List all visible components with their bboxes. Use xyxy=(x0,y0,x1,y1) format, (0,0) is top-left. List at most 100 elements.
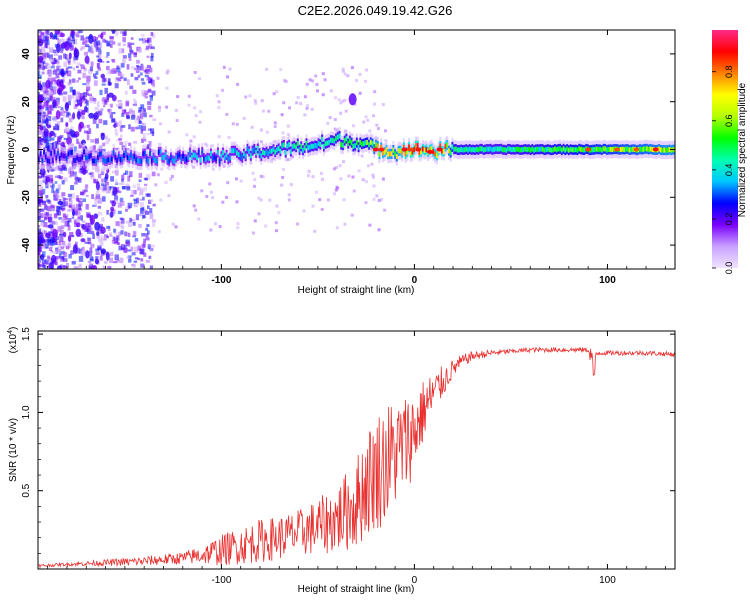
spectrogram-noise-cell xyxy=(121,247,125,250)
spectrogram-noise-cell xyxy=(71,216,75,219)
spectrogram-noise-cell xyxy=(132,218,136,225)
spectrogram-noise-cell xyxy=(74,181,78,185)
spectrogram-noise-cell xyxy=(273,139,277,143)
ridge-core xyxy=(215,156,218,162)
ridge-core xyxy=(461,147,464,153)
ridge-core xyxy=(98,151,101,157)
spectrogram-noise-cell xyxy=(46,52,50,58)
spectrogram-noise-cell xyxy=(44,212,48,216)
spectrogram-noise-cell xyxy=(54,59,59,63)
spectrogram-noise-cell xyxy=(62,213,66,218)
ridge-core xyxy=(236,150,239,156)
ridge-core xyxy=(93,158,96,164)
spectrogram-noise-cell xyxy=(78,200,83,207)
spectrogram-noise-cell xyxy=(79,191,84,196)
spectrogram-noise-cell xyxy=(76,138,79,144)
spectrogram-noise-cell xyxy=(83,125,87,129)
spectrogram-blob xyxy=(104,172,109,180)
spectrogram-noise-cell xyxy=(333,127,337,131)
ridge-core xyxy=(571,147,574,153)
colorbar-tick-label: 0.0 xyxy=(724,262,734,275)
ridge-core xyxy=(434,151,437,157)
spectrogram-noise-cell xyxy=(149,78,153,82)
spectrogram-noise-cell xyxy=(38,35,42,41)
spectrogram-noise-cell xyxy=(147,244,151,250)
spectrogram-noise-cell xyxy=(366,118,370,122)
spectrogram-noise-cell xyxy=(139,72,143,76)
spectrogram-noise-cell xyxy=(57,226,62,232)
ridge-core xyxy=(348,138,351,144)
ridge-core xyxy=(401,150,404,156)
ridge-core xyxy=(97,154,100,160)
spectrogram-noise-cell xyxy=(334,96,338,100)
ridge-core xyxy=(190,155,193,161)
spectrogram-noise-cell xyxy=(127,223,133,228)
spectrogram-noise-cell xyxy=(43,120,47,124)
spectrogram-noise-cell xyxy=(45,106,49,111)
spectrogram-noise-cell xyxy=(85,225,90,232)
spectrogram-noise-cell xyxy=(116,65,120,70)
spectrogram-noise-cell xyxy=(90,231,95,235)
ridge-core xyxy=(354,143,357,149)
spectrogram-noise-cell xyxy=(276,156,280,160)
spectrogram-noise-cell xyxy=(102,142,106,147)
spectrogram-noise-cell xyxy=(152,222,156,227)
ridge-core xyxy=(105,158,108,164)
spectrogram-noise-cell xyxy=(244,95,248,99)
spectrogram-noise-cell xyxy=(59,176,63,180)
spectrogram-noise-cell xyxy=(54,198,58,202)
ridge-core xyxy=(211,155,214,161)
spectrogram-noise-cell xyxy=(211,167,215,171)
spectrogram-noise-cell xyxy=(42,86,45,92)
spectrogram-blob xyxy=(55,110,61,120)
spectrogram-noise-cell xyxy=(78,248,83,254)
spectrogram-noise-cell xyxy=(40,138,44,142)
spectrogram-noise-cell xyxy=(136,64,140,68)
spectrogram-blob xyxy=(45,79,51,89)
spectrogram-noise-cell xyxy=(41,95,45,101)
spectrogram-noise-cell xyxy=(95,71,99,75)
spectrogram-noise-cell xyxy=(81,116,85,120)
ridge-core xyxy=(460,147,463,153)
spectrogram-noise-cell xyxy=(192,204,196,208)
spectrogram-noise-cell xyxy=(108,186,112,191)
ridge-core xyxy=(123,153,126,159)
spectrogram-noise-cell xyxy=(94,138,99,144)
ridge-core xyxy=(315,143,318,149)
ridge-core xyxy=(137,158,140,164)
spectrogram-noise-cell xyxy=(78,30,83,34)
spectrogram-noise-cell xyxy=(314,190,318,194)
spectrogram-x-ticks: -100 0 100 xyxy=(47,30,666,286)
spectrogram-noise-cell xyxy=(132,221,136,226)
spectrogram-noise-cell xyxy=(119,197,124,203)
spectrogram-noise-cell xyxy=(116,259,120,263)
ridge-core xyxy=(576,147,579,153)
spectrogram-noise-cell xyxy=(274,221,278,225)
spectrogram-noise-cell xyxy=(90,42,95,47)
spectrogram-noise-cell xyxy=(38,242,41,246)
spectrogram-noise-cell xyxy=(75,34,80,38)
spectrogram-noise-cell xyxy=(361,178,365,182)
spectrogram-noise-cell xyxy=(306,104,310,108)
spectrogram-noise-cell xyxy=(67,225,71,231)
spectrogram-noise-cell xyxy=(149,265,153,269)
spectrogram-noise-cell xyxy=(157,230,161,234)
spectrogram-noise-cell xyxy=(334,188,338,192)
spectrogram-noise-cell xyxy=(44,214,49,220)
spectrogram-noise-cell xyxy=(45,62,49,66)
spectrogram-noise-cell xyxy=(373,90,377,94)
ridge-core xyxy=(230,148,233,154)
spectrogram-noise-cell xyxy=(120,200,125,207)
spectrogram-noise-cell xyxy=(307,169,311,173)
ridge-core xyxy=(425,146,428,152)
spectrogram-noise-cell xyxy=(51,236,54,243)
spectrogram-noise-cell xyxy=(115,169,119,176)
ridge-core xyxy=(234,148,237,154)
ridge-core xyxy=(90,152,93,158)
ridge-core xyxy=(505,147,508,153)
spectrogram-noise-cell xyxy=(147,199,152,205)
spectrogram-noise-cell xyxy=(130,115,135,120)
ridge-core xyxy=(55,155,58,161)
snr-panel: -100 0 100 0.51.01.5 Height of straight li… xyxy=(7,327,676,595)
spectrogram-noise-cell xyxy=(103,238,107,241)
